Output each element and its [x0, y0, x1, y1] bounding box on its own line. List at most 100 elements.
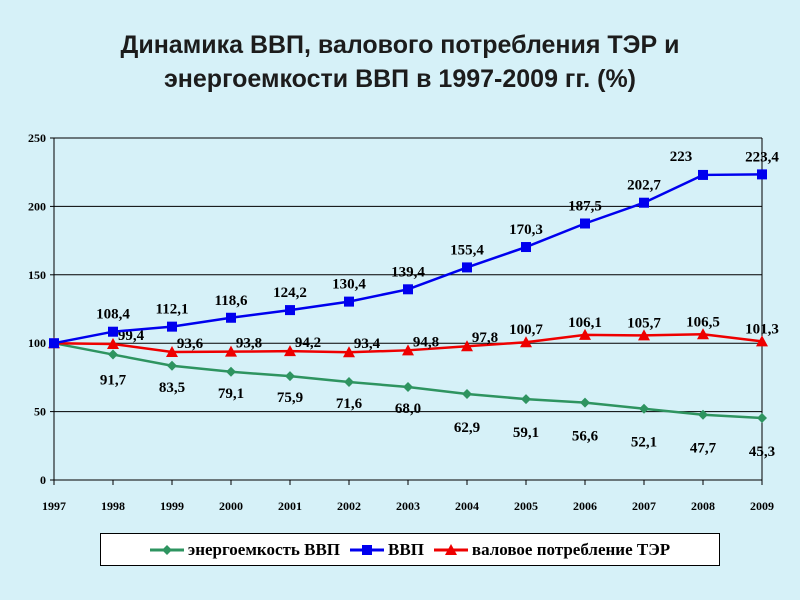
data-label: 59,1 — [513, 425, 539, 441]
chart-title-line-1: Динамика ВВП, валового потребления ТЭР и — [120, 31, 680, 59]
data-point-triangle — [284, 345, 296, 357]
data-point-diamond — [698, 409, 708, 420]
data-label: 202,7 — [627, 178, 661, 194]
data-point-diamond — [403, 381, 413, 392]
data-label: 62,9 — [454, 420, 480, 436]
data-point-square — [521, 242, 531, 253]
data-point-square — [226, 312, 236, 323]
blue-square-icon — [350, 544, 385, 555]
data-point-square — [757, 169, 767, 180]
data-point-triangle — [343, 346, 355, 358]
x-tick-label: 2007 — [632, 499, 656, 513]
data-point-diamond — [757, 413, 767, 424]
data-point-diamond — [167, 360, 177, 371]
data-point-triangle — [166, 345, 178, 357]
x-tick-label: 2003 — [396, 499, 420, 513]
data-point-square — [108, 326, 118, 337]
data-label: 101,3 — [745, 321, 779, 337]
data-label: 93,8 — [236, 336, 262, 352]
data-point-diamond — [108, 349, 118, 360]
x-tick-label: 1998 — [101, 499, 125, 513]
data-label: 71,6 — [336, 396, 363, 412]
data-point-square — [285, 305, 295, 316]
data-label: 56,6 — [572, 429, 599, 445]
data-label: 93,6 — [177, 336, 204, 352]
x-tick-label: 2004 — [455, 499, 479, 513]
data-label: 139,4 — [391, 264, 425, 280]
y-tick-label: 50 — [34, 405, 46, 419]
data-point-diamond — [521, 394, 531, 405]
data-label: 106,5 — [686, 314, 720, 330]
x-tick-label: 2009 — [750, 499, 774, 513]
data-label: 45,3 — [749, 444, 775, 460]
data-label: 223 — [670, 149, 693, 165]
x-tick-label: 1997 — [42, 499, 66, 513]
data-label: 83,5 — [159, 380, 185, 396]
legend-label: валовое потребление ТЭР — [471, 539, 671, 559]
red-triangle-icon — [433, 543, 468, 555]
legend-item-energy-intensity: энергоемкость ВВП — [149, 540, 340, 560]
data-label: 118,6 — [215, 293, 248, 309]
data-point-square — [344, 296, 354, 307]
data-label: 99,4 — [118, 328, 145, 344]
data-label: 130,4 — [332, 277, 366, 293]
data-label: 170,3 — [509, 222, 543, 238]
data-point-square — [167, 321, 177, 332]
x-tick-label: 2006 — [573, 499, 597, 513]
data-point-triangle — [579, 328, 591, 340]
y-tick-label: 200 — [28, 199, 46, 213]
data-point-triangle — [638, 329, 650, 341]
data-label: 97,8 — [472, 330, 498, 346]
data-point-triangle — [697, 328, 709, 340]
y-tick-label: 100 — [28, 336, 46, 350]
data-point-square — [403, 284, 413, 295]
x-tick-label: 2002 — [337, 499, 361, 513]
data-point-triangle — [402, 344, 414, 356]
y-tick-label: 150 — [28, 268, 46, 282]
data-label: 108,4 — [96, 307, 130, 323]
data-point-triangle — [756, 335, 768, 347]
data-label: 124,2 — [273, 285, 307, 301]
data-point-diamond — [344, 377, 354, 388]
x-tick-label: 2000 — [219, 499, 243, 513]
data-label: 79,1 — [218, 386, 244, 402]
data-label: 100,7 — [509, 322, 543, 338]
data-label: 93,4 — [354, 336, 381, 352]
legend: энергоемкость ВВП ВВП валовое потреблени… — [100, 533, 720, 566]
x-tick-label: 2005 — [514, 499, 538, 513]
data-point-triangle — [461, 340, 473, 352]
x-tick-label: 2001 — [278, 499, 302, 513]
data-label: 91,7 — [100, 373, 127, 389]
y-tick-label: 250 — [28, 131, 46, 145]
data-point-diamond — [285, 371, 295, 382]
x-tick-label: 2008 — [691, 499, 715, 513]
data-point-square — [698, 169, 708, 180]
data-point-diamond — [226, 366, 236, 377]
data-label: 52,1 — [631, 435, 657, 451]
data-label: 223,4 — [745, 149, 779, 165]
data-point-square — [49, 338, 59, 349]
green-diamond-icon — [149, 544, 184, 555]
data-label: 155,4 — [450, 242, 484, 258]
data-point-square — [639, 197, 649, 208]
data-label: 47,7 — [690, 441, 717, 457]
data-point-diamond — [462, 388, 472, 399]
data-label: 94,8 — [413, 334, 439, 350]
data-label: 112,1 — [156, 302, 189, 318]
data-point-diamond — [639, 403, 649, 414]
data-point-triangle — [225, 345, 237, 357]
chart-title: Динамика ВВП, валового потребления ТЭР и… — [0, 28, 800, 96]
data-point-square — [580, 218, 590, 229]
x-tick-label: 1999 — [160, 499, 184, 513]
data-point-triangle — [520, 336, 532, 348]
legend-item-fuel-consumption: валовое потребление ТЭР — [433, 539, 671, 560]
data-label: 105,7 — [627, 315, 661, 331]
data-point-triangle — [107, 338, 119, 350]
data-point-diamond — [580, 397, 590, 408]
legend-label: ВВП — [388, 539, 424, 559]
data-label: 75,9 — [277, 390, 303, 406]
y-tick-label: 0 — [40, 473, 46, 487]
data-label: 68,0 — [395, 401, 421, 417]
chart-title-line-2: энергоемкости ВВП в 1997-2009 гг. (%) — [163, 65, 637, 93]
